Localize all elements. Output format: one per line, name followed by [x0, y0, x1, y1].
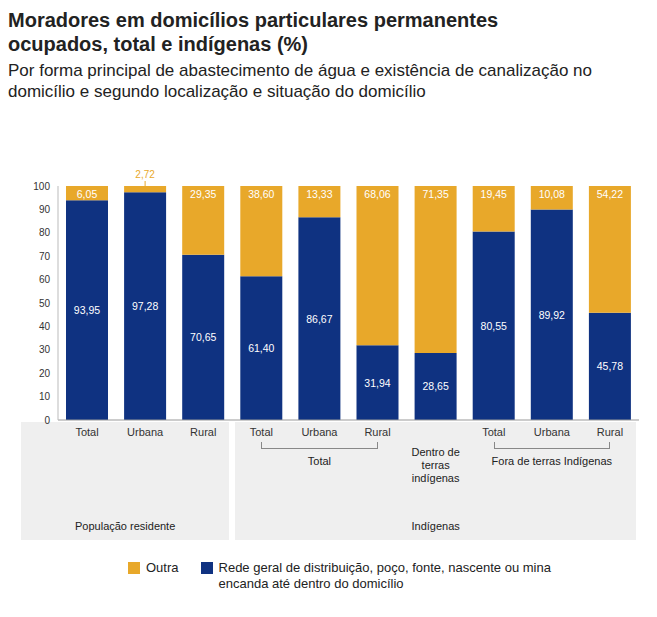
svg-text:60: 60 — [39, 274, 51, 285]
html-text:Dentro de terras indígenas: Dentro de terras indígenas — [411, 446, 460, 484]
html-text:Indígenas: Indígenas — [411, 520, 460, 532]
svg-text:10,08: 10,08 — [539, 188, 565, 200]
html-text:Por forma principal de abastec: Por forma principal de abastecimento de … — [8, 61, 592, 101]
svg-text:38,60: 38,60 — [248, 188, 274, 200]
svg-text:80: 80 — [39, 227, 51, 238]
svg-text:100: 100 — [33, 181, 50, 192]
svg-text:0: 0 — [44, 415, 50, 426]
svg-text:29,35: 29,35 — [190, 188, 216, 200]
svg-text:Total: Total — [250, 426, 273, 438]
svg-text:68,06: 68,06 — [364, 188, 390, 200]
svg-text:Rural: Rural — [364, 426, 390, 438]
svg-text:61,40: 61,40 — [248, 342, 274, 354]
svg-text:97,28: 97,28 — [132, 300, 158, 312]
svg-text:28,65: 28,65 — [422, 380, 448, 392]
svg-text:86,67: 86,67 — [306, 313, 332, 325]
svg-text:93,95: 93,95 — [74, 304, 100, 316]
svg-text:50: 50 — [39, 298, 51, 309]
html-text:População residente: População residente — [75, 520, 176, 532]
svg-text:54,22: 54,22 — [597, 188, 623, 200]
svg-text:6,05: 6,05 — [77, 188, 98, 200]
svg-text:Urbana: Urbana — [534, 426, 571, 438]
svg-text:10: 10 — [39, 391, 51, 402]
svg-text:80,55: 80,55 — [481, 320, 507, 332]
svg-text:2,72: 2,72 — [135, 169, 155, 180]
svg-text:19,45: 19,45 — [481, 188, 507, 200]
html-text:Fora de terras Indígenas: Fora de terras Indígenas — [491, 455, 613, 467]
svg-text:20: 20 — [39, 368, 51, 379]
svg-text:Total: Total — [75, 426, 98, 438]
svg-text:30: 30 — [39, 344, 51, 355]
svg-text:70: 70 — [39, 251, 51, 262]
svg-text:Total: Total — [482, 426, 505, 438]
html-text:Outra: Outra — [146, 560, 179, 575]
svg-text:Rural: Rural — [597, 426, 623, 438]
html-text:Total: Total — [307, 455, 332, 467]
svg-text:Rural: Rural — [190, 426, 216, 438]
svg-text:70,65: 70,65 — [190, 331, 216, 343]
svg-text:13,33: 13,33 — [306, 188, 332, 200]
html-text:Moradores em domicílios partic: Moradores em domicílios particulares per… — [8, 9, 499, 55]
svg-text:Urbana: Urbana — [301, 426, 338, 438]
svg-text:71,35: 71,35 — [422, 188, 448, 200]
html-text:Rede geral de distribuição, po: Rede geral de distribuição, poço, fonte,… — [218, 560, 551, 591]
svg-text:40: 40 — [39, 321, 51, 332]
svg-text:Urbana: Urbana — [127, 426, 164, 438]
svg-text:45,78: 45,78 — [597, 360, 623, 372]
svg-text:89,92: 89,92 — [539, 309, 565, 321]
svg-text:90: 90 — [39, 204, 51, 215]
svg-text:31,94: 31,94 — [364, 377, 390, 389]
